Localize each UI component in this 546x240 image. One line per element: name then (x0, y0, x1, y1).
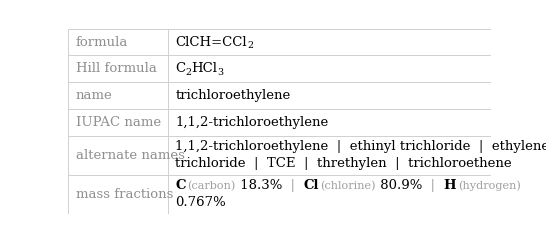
Text: H: H (444, 179, 456, 192)
Text: 2: 2 (186, 68, 192, 77)
Text: formula: formula (76, 36, 128, 49)
Text: |: | (282, 179, 304, 192)
Text: ClCH=CCl: ClCH=CCl (175, 36, 247, 49)
Text: C: C (175, 62, 186, 75)
Text: Cl: Cl (304, 179, 319, 192)
Text: 80.9%: 80.9% (376, 179, 422, 192)
Text: HCl: HCl (192, 62, 217, 75)
Text: 0.767%: 0.767% (175, 196, 226, 209)
Text: 18.3%: 18.3% (235, 179, 282, 192)
Text: 2: 2 (247, 41, 253, 50)
Text: C: C (175, 179, 186, 192)
Text: 1,1,2-trichloroethylene: 1,1,2-trichloroethylene (175, 116, 329, 129)
Text: IUPAC name: IUPAC name (76, 116, 161, 129)
Text: 3: 3 (217, 68, 223, 77)
Text: (hydrogen): (hydrogen) (458, 180, 521, 191)
Text: Hill formula: Hill formula (76, 62, 157, 75)
Text: alternate names: alternate names (76, 149, 185, 162)
Text: name: name (76, 89, 112, 102)
Text: mass fractions: mass fractions (76, 188, 173, 201)
Text: (carbon): (carbon) (187, 181, 235, 191)
Text: |: | (422, 179, 444, 192)
Text: trichloride  |  TCE  |  threthylen  |  trichloroethene: trichloride | TCE | threthylen | trichlo… (175, 157, 512, 170)
Text: (chlorine): (chlorine) (321, 181, 376, 191)
Text: trichloroethylene: trichloroethylene (175, 89, 290, 102)
Text: 1,1,2-trichloroethylene  |  ethinyl trichloride  |  ethylene: 1,1,2-trichloroethylene | ethinyl trichl… (175, 140, 546, 153)
